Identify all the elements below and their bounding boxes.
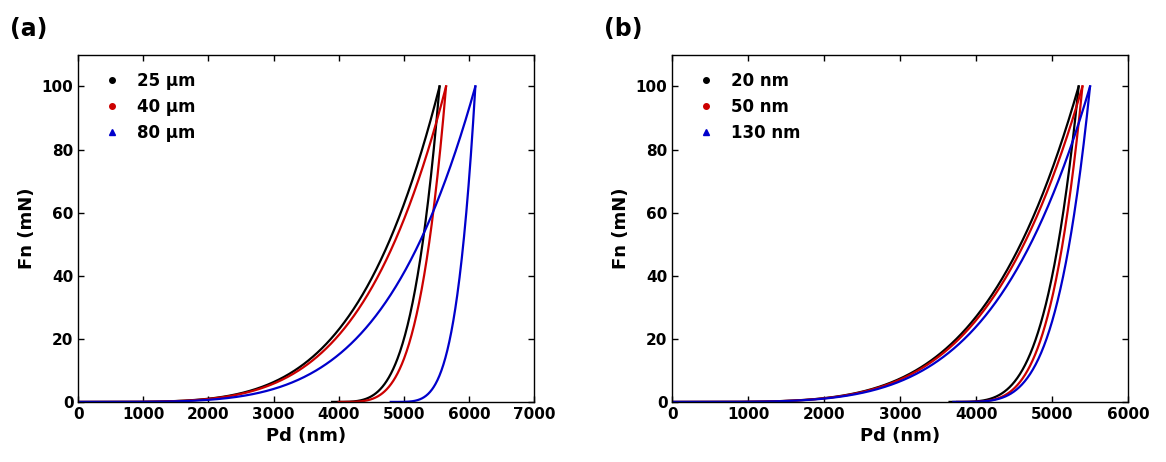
Y-axis label: Fn (mN): Fn (mN) — [19, 188, 36, 269]
X-axis label: Pd (nm): Pd (nm) — [266, 427, 346, 445]
X-axis label: Pd (nm): Pd (nm) — [861, 427, 940, 445]
Y-axis label: Fn (mN): Fn (mN) — [612, 188, 630, 269]
Legend: 25 μm, 40 μm, 80 μm: 25 μm, 40 μm, 80 μm — [86, 63, 203, 151]
Legend: 20 nm, 50 nm, 130 nm: 20 nm, 50 nm, 130 nm — [681, 63, 808, 151]
Text: (b): (b) — [604, 17, 642, 41]
Text: (a): (a) — [10, 17, 48, 41]
